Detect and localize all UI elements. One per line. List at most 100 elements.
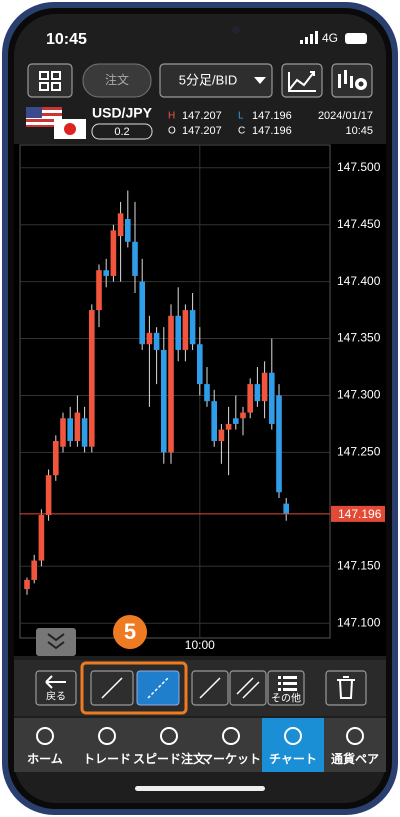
- dashed-line-tool[interactable]: [136, 670, 180, 706]
- candle-body: [254, 384, 261, 402]
- y-tick-label: 147.300: [337, 388, 381, 402]
- timeframe-select[interactable]: [159, 63, 273, 98]
- open: 147.207: [182, 125, 222, 137]
- menu-button[interactable]: [27, 63, 73, 98]
- candle-body: [146, 332, 153, 345]
- tab-label: 通貨ペア: [331, 751, 379, 766]
- plot: 147.500 147.450 147.400 147.350 147.300 147.2…: [20, 145, 385, 652]
- tab-label: チャート: [269, 752, 317, 766]
- trash-icon: [337, 676, 355, 699]
- tab-label: スピード注文: [133, 751, 206, 766]
- signal: [300, 31, 318, 44]
- order-label: 注文: [105, 72, 129, 87]
- plot-frame: [19, 144, 331, 639]
- candle-body: [211, 401, 217, 442]
- highlight-box: [80, 661, 188, 715]
- grid-icon: [39, 71, 61, 91]
- more-icon: [278, 676, 297, 691]
- candle-body: [38, 515, 45, 561]
- battery: [345, 33, 367, 44]
- candle-body: [261, 372, 268, 402]
- candle-body: [153, 332, 160, 350]
- y-tick-label: 147.350: [337, 331, 381, 345]
- pair: USD/JPY: [92, 105, 153, 121]
- y-tick-label: 147.150: [337, 558, 381, 572]
- delete-tool[interactable]: [325, 670, 367, 706]
- home-indicator: [135, 786, 265, 791]
- candle-body: [117, 213, 124, 237]
- current-price-box: [331, 505, 385, 522]
- low: 147.196: [252, 110, 292, 122]
- candle-body: [132, 241, 138, 276]
- candle-body: [96, 270, 102, 311]
- tab-label: ホーム: [27, 752, 63, 766]
- candle-body: [233, 418, 239, 424]
- back-icon: [45, 675, 66, 689]
- candle-body: [24, 579, 30, 590]
- back-button[interactable]: [35, 670, 77, 706]
- channel-tool[interactable]: [229, 670, 267, 706]
- candle-body: [89, 310, 95, 447]
- line-icon: [101, 677, 123, 699]
- h-label: H: [168, 111, 175, 122]
- candle-body: [247, 384, 253, 413]
- quote-time: 10:45: [345, 125, 373, 137]
- candle-body: [110, 230, 117, 276]
- tab-icon: [222, 727, 240, 745]
- dropdown-arrow: [254, 77, 266, 84]
- candle-body: [60, 418, 66, 447]
- collapse-button[interactable]: [36, 628, 76, 656]
- candle-body: [81, 418, 88, 447]
- tab-icon: [346, 727, 364, 745]
- candle-body: [204, 384, 210, 402]
- candle-body: [31, 560, 37, 580]
- more-label: その他: [271, 692, 301, 705]
- y-tick-label: 147.100: [337, 615, 381, 629]
- channel-icon: [236, 677, 260, 699]
- settings-icon: [338, 70, 367, 90]
- candle-body: [218, 429, 225, 442]
- candle-body: [67, 418, 73, 442]
- x-tick-label: 10:00: [185, 638, 215, 652]
- indicator-icon: [288, 71, 316, 92]
- candle-body: [74, 412, 81, 442]
- candle-body: [53, 441, 59, 476]
- candle-body: [139, 281, 145, 345]
- spread: 0.2: [114, 126, 129, 138]
- c-label: C: [238, 126, 245, 137]
- candle-body: [125, 219, 131, 242]
- network: 4G: [322, 31, 338, 45]
- l-label: L: [238, 111, 244, 122]
- candle-body: [276, 395, 282, 493]
- o-label: O: [168, 126, 176, 137]
- close: 147.196: [252, 125, 292, 137]
- candle-body: [45, 475, 52, 516]
- date: 2024/01/17: [318, 110, 373, 122]
- y-tick-label: 147.450: [337, 217, 381, 231]
- candle-body: [197, 344, 203, 385]
- us-flag: [26, 107, 62, 127]
- timeframe-label: 5分足/BID: [179, 72, 238, 87]
- candle-body: [182, 310, 189, 350]
- candle-body: [283, 503, 289, 514]
- candle-body: [240, 412, 246, 419]
- segment-icon: [199, 677, 221, 699]
- candle-body: [103, 270, 109, 276]
- current-price-label: 147.196: [338, 507, 382, 521]
- spread-pill: [91, 123, 153, 140]
- tab-icon: [36, 727, 54, 745]
- tab-icon: [98, 727, 116, 745]
- order-button[interactable]: [82, 63, 152, 98]
- tab-icon: [284, 727, 302, 745]
- tab-label: マーケット: [201, 752, 261, 766]
- high: 147.207: [182, 110, 222, 122]
- y-tick-label: 147.500: [337, 160, 381, 174]
- candle-body: [161, 349, 167, 453]
- y-tick-label: 147.250: [337, 445, 381, 459]
- clock: 10:45: [46, 31, 87, 48]
- jp-flag: [54, 119, 86, 139]
- candle-body: [269, 372, 275, 424]
- tab-label: トレード: [83, 752, 131, 766]
- collapse-icon: [47, 633, 65, 650]
